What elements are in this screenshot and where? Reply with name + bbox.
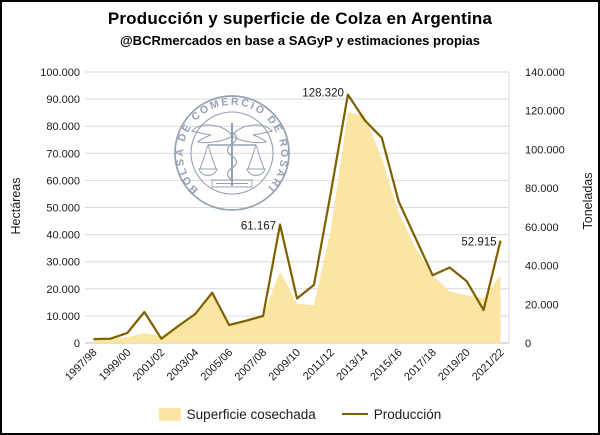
legend-line-swatch-icon [341,413,368,415]
x-tick-label: 2017/18 [402,347,439,384]
right-tick-label: 100.000 [525,144,565,156]
right-tick-label: 120.000 [525,106,565,118]
data-label: 128.320 [302,88,344,100]
x-tick-label: 2015/16 [368,347,405,384]
x-tick-label: 2001/02 [131,347,168,384]
right-tick-label: 60.000 [525,222,559,234]
left-tick-label: 100.000 [40,67,80,79]
legend: Superficie cosechada Producción [2,401,598,427]
left-tick-label: 60.000 [46,175,80,187]
right-tick-label: 140.000 [525,67,565,79]
chart-title: Producción y superficie de Colza en Arge… [107,9,493,28]
legend-label-superficie: Superficie cosechada [186,406,316,422]
left-tick-label: 40.000 [46,230,80,242]
seal-caduceus-icon [226,131,238,181]
seal-wings-icon [191,124,232,144]
right-tick-label: 20.000 [525,299,559,311]
left-tick-label: 30.000 [46,257,80,269]
x-tick-label: 2003/04 [165,347,202,384]
data-label: 52.915 [461,237,496,249]
right-tick-label: 0 [525,338,531,350]
right-axis-ticks: 140.000 120.000 100.000 80.000 60.000 40.000 2… [525,67,565,350]
x-tick-label: 2011/12 [301,347,337,383]
left-tick-label: 0 [74,338,80,350]
chart-subtitle: @BCRmercados en base a SAGyP y estimacio… [120,33,480,48]
right-tick-label: 40.000 [525,261,559,273]
legend-area-swatch-icon [158,407,181,421]
data-label: 61.167 [241,221,276,233]
left-tick-label: 10.000 [46,311,80,323]
left-tick-label: 50.000 [46,203,80,215]
legend-item-produccion: Producción [341,406,442,422]
left-tick-label: 80.000 [46,121,80,133]
right-tick-label: 80.000 [525,183,559,195]
x-tick-label: 2009/10 [267,347,304,384]
legend-item-superficie: Superficie cosechada [158,406,316,422]
seal-banner-icon [211,179,253,188]
left-axis-ticks: 100.000 90.000 80.000 70.000 60.000 50.000 40.… [40,67,80,350]
left-tick-label: 90.000 [46,94,80,106]
bcr-seal-watermark: BOLSA DE COMERCIO DE ROSARIO [2,2,290,211]
x-axis-labels: 1997/981999/002001/022003/042005/062007/… [63,347,507,384]
left-tick-label: 70.000 [46,148,80,160]
x-tick-label: 2005/06 [199,347,236,384]
left-tick-label: 20.000 [46,284,80,296]
line-series-produccion [93,93,502,341]
area-series-superficie [93,112,501,343]
x-tick-label: 1997/98 [63,347,100,384]
seal-scales-icon [198,168,218,177]
x-tick-label: 1999/00 [97,347,134,384]
x-tick-label: 2019/20 [436,347,473,384]
legend-label-produccion: Producción [373,406,442,422]
x-tick-label: 2013/14 [334,347,371,384]
data-labels: 61.167 128.320 52.915 [241,88,497,249]
x-tick-label: 2007/08 [233,347,270,384]
x-tick-label: 2021/22 [470,347,507,384]
